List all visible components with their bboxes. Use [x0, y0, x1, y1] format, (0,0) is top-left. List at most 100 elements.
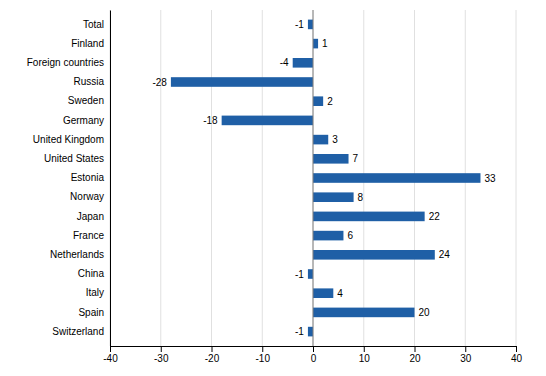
- y-tick: Switzerland: [52, 326, 110, 337]
- grid-line: [211, 10, 212, 346]
- x-tick-label: 0: [311, 353, 317, 364]
- y-tick-label: Switzerland: [52, 326, 104, 337]
- x-tick: -30: [154, 346, 169, 364]
- x-tick-label: -10: [256, 353, 271, 364]
- x-tick: 20: [409, 346, 421, 364]
- bar: [313, 135, 328, 145]
- x-tick-mark: [465, 346, 466, 352]
- data-label: 20: [419, 307, 431, 318]
- bar: [313, 231, 343, 241]
- y-tick-label: Japan: [77, 211, 104, 222]
- bar: [313, 308, 415, 318]
- x-tick-label: -40: [103, 353, 118, 364]
- y-tick-label: Total: [83, 19, 104, 30]
- y-tick: Spain: [78, 307, 110, 318]
- x-tick-mark: [262, 346, 263, 352]
- y-tick-label: Spain: [78, 307, 104, 318]
- x-tick-label: -20: [205, 353, 220, 364]
- data-label: 7: [353, 153, 359, 164]
- y-tick: Norway: [70, 191, 110, 202]
- y-tick-label: Italy: [86, 287, 104, 298]
- data-label: 2: [327, 96, 333, 107]
- grid-line: [160, 10, 161, 346]
- grid-line: [262, 10, 263, 346]
- bar: [293, 58, 313, 68]
- y-tick-label: Sweden: [68, 95, 104, 106]
- y-tick-label: United States: [44, 153, 104, 164]
- grid-line: [516, 10, 517, 346]
- bar: [313, 154, 349, 164]
- data-label: -1: [295, 326, 304, 337]
- bar: [313, 288, 333, 298]
- x-tick-label: 30: [460, 353, 472, 364]
- y-tick: Germany: [63, 115, 110, 126]
- x-tick: -10: [256, 346, 271, 364]
- y-tick-label: Estonia: [71, 172, 105, 183]
- y-tick: Estonia: [71, 172, 110, 183]
- chart: -40 -30 -20 -10 0 10 20 30 40 Total Finland Foreign…: [0, 0, 546, 376]
- x-tick-label: 10: [359, 353, 371, 364]
- x-tick-mark: [110, 346, 111, 352]
- data-label: 6: [347, 230, 353, 241]
- data-label: 24: [439, 249, 451, 260]
- bar: [313, 39, 318, 49]
- x-tick-mark: [516, 346, 517, 352]
- bar: [313, 192, 354, 202]
- bar: [313, 250, 435, 260]
- y-tick: United Kingdom: [33, 134, 110, 145]
- y-tick-label: Germany: [63, 115, 104, 126]
- y-tick: Foreign countries: [27, 57, 110, 68]
- y-tick: United States: [44, 153, 110, 164]
- data-label: -4: [280, 57, 289, 68]
- data-label: 22: [429, 211, 441, 222]
- y-tick: Japan: [77, 211, 110, 222]
- bar: [313, 173, 480, 183]
- x-axis: -40 -30 -20 -10 0 10 20 30 40: [103, 346, 522, 364]
- data-label: -1: [295, 19, 304, 30]
- x-axis-line: [111, 347, 517, 353]
- y-tick: Italy: [86, 287, 110, 298]
- data-label: -1: [295, 269, 304, 280]
- y-tick: China: [78, 268, 110, 279]
- y-axis: Total Finland Foreign countries Russia Swede…: [27, 11, 111, 347]
- x-tick-label: 20: [409, 353, 421, 364]
- y-tick-label: Foreign countries: [27, 57, 104, 68]
- x-tick: -20: [205, 346, 220, 364]
- y-tick-label: United Kingdom: [33, 134, 104, 145]
- data-label: 4: [337, 288, 343, 299]
- bar: [308, 269, 313, 279]
- grid: [110, 10, 516, 346]
- y-axis-line: [110, 11, 111, 347]
- data-labels: -1204-12462283373-182-28-41-1: [152, 19, 496, 337]
- x-tick-mark: [313, 346, 314, 352]
- data-label: 1: [322, 38, 328, 49]
- y-tick: Total: [83, 19, 110, 30]
- data-label: -18: [203, 115, 218, 126]
- bar: [222, 116, 313, 126]
- y-tick-label: France: [73, 230, 105, 241]
- bar: [308, 327, 313, 337]
- data-label: 3: [332, 134, 338, 145]
- grid-line: [313, 10, 314, 346]
- bar: [313, 96, 323, 106]
- x-tick-mark: [161, 346, 162, 352]
- x-tick-mark: [415, 346, 416, 352]
- x-tick: 40: [511, 346, 523, 364]
- x-tick-label: -30: [154, 353, 169, 364]
- x-tick-mark: [212, 346, 213, 352]
- bar: [171, 77, 313, 87]
- x-tick: 10: [359, 346, 371, 364]
- y-tick-label: Russia: [73, 76, 104, 87]
- x-tick: -40: [103, 346, 118, 364]
- x-tick-label: 40: [511, 353, 523, 364]
- y-tick-label: Norway: [70, 191, 104, 202]
- y-tick: France: [73, 230, 110, 241]
- plot: -40 -30 -20 -10 0 10 20 30 40 Total Finland Foreign…: [27, 10, 523, 364]
- x-tick-mark: [364, 346, 365, 352]
- y-tick-label: China: [78, 268, 105, 279]
- y-tick-label: Netherlands: [50, 249, 104, 260]
- y-tick-label: Finland: [71, 38, 104, 49]
- x-tick: 30: [460, 346, 472, 364]
- x-tick: 0: [311, 346, 317, 364]
- data-label: 33: [484, 173, 496, 184]
